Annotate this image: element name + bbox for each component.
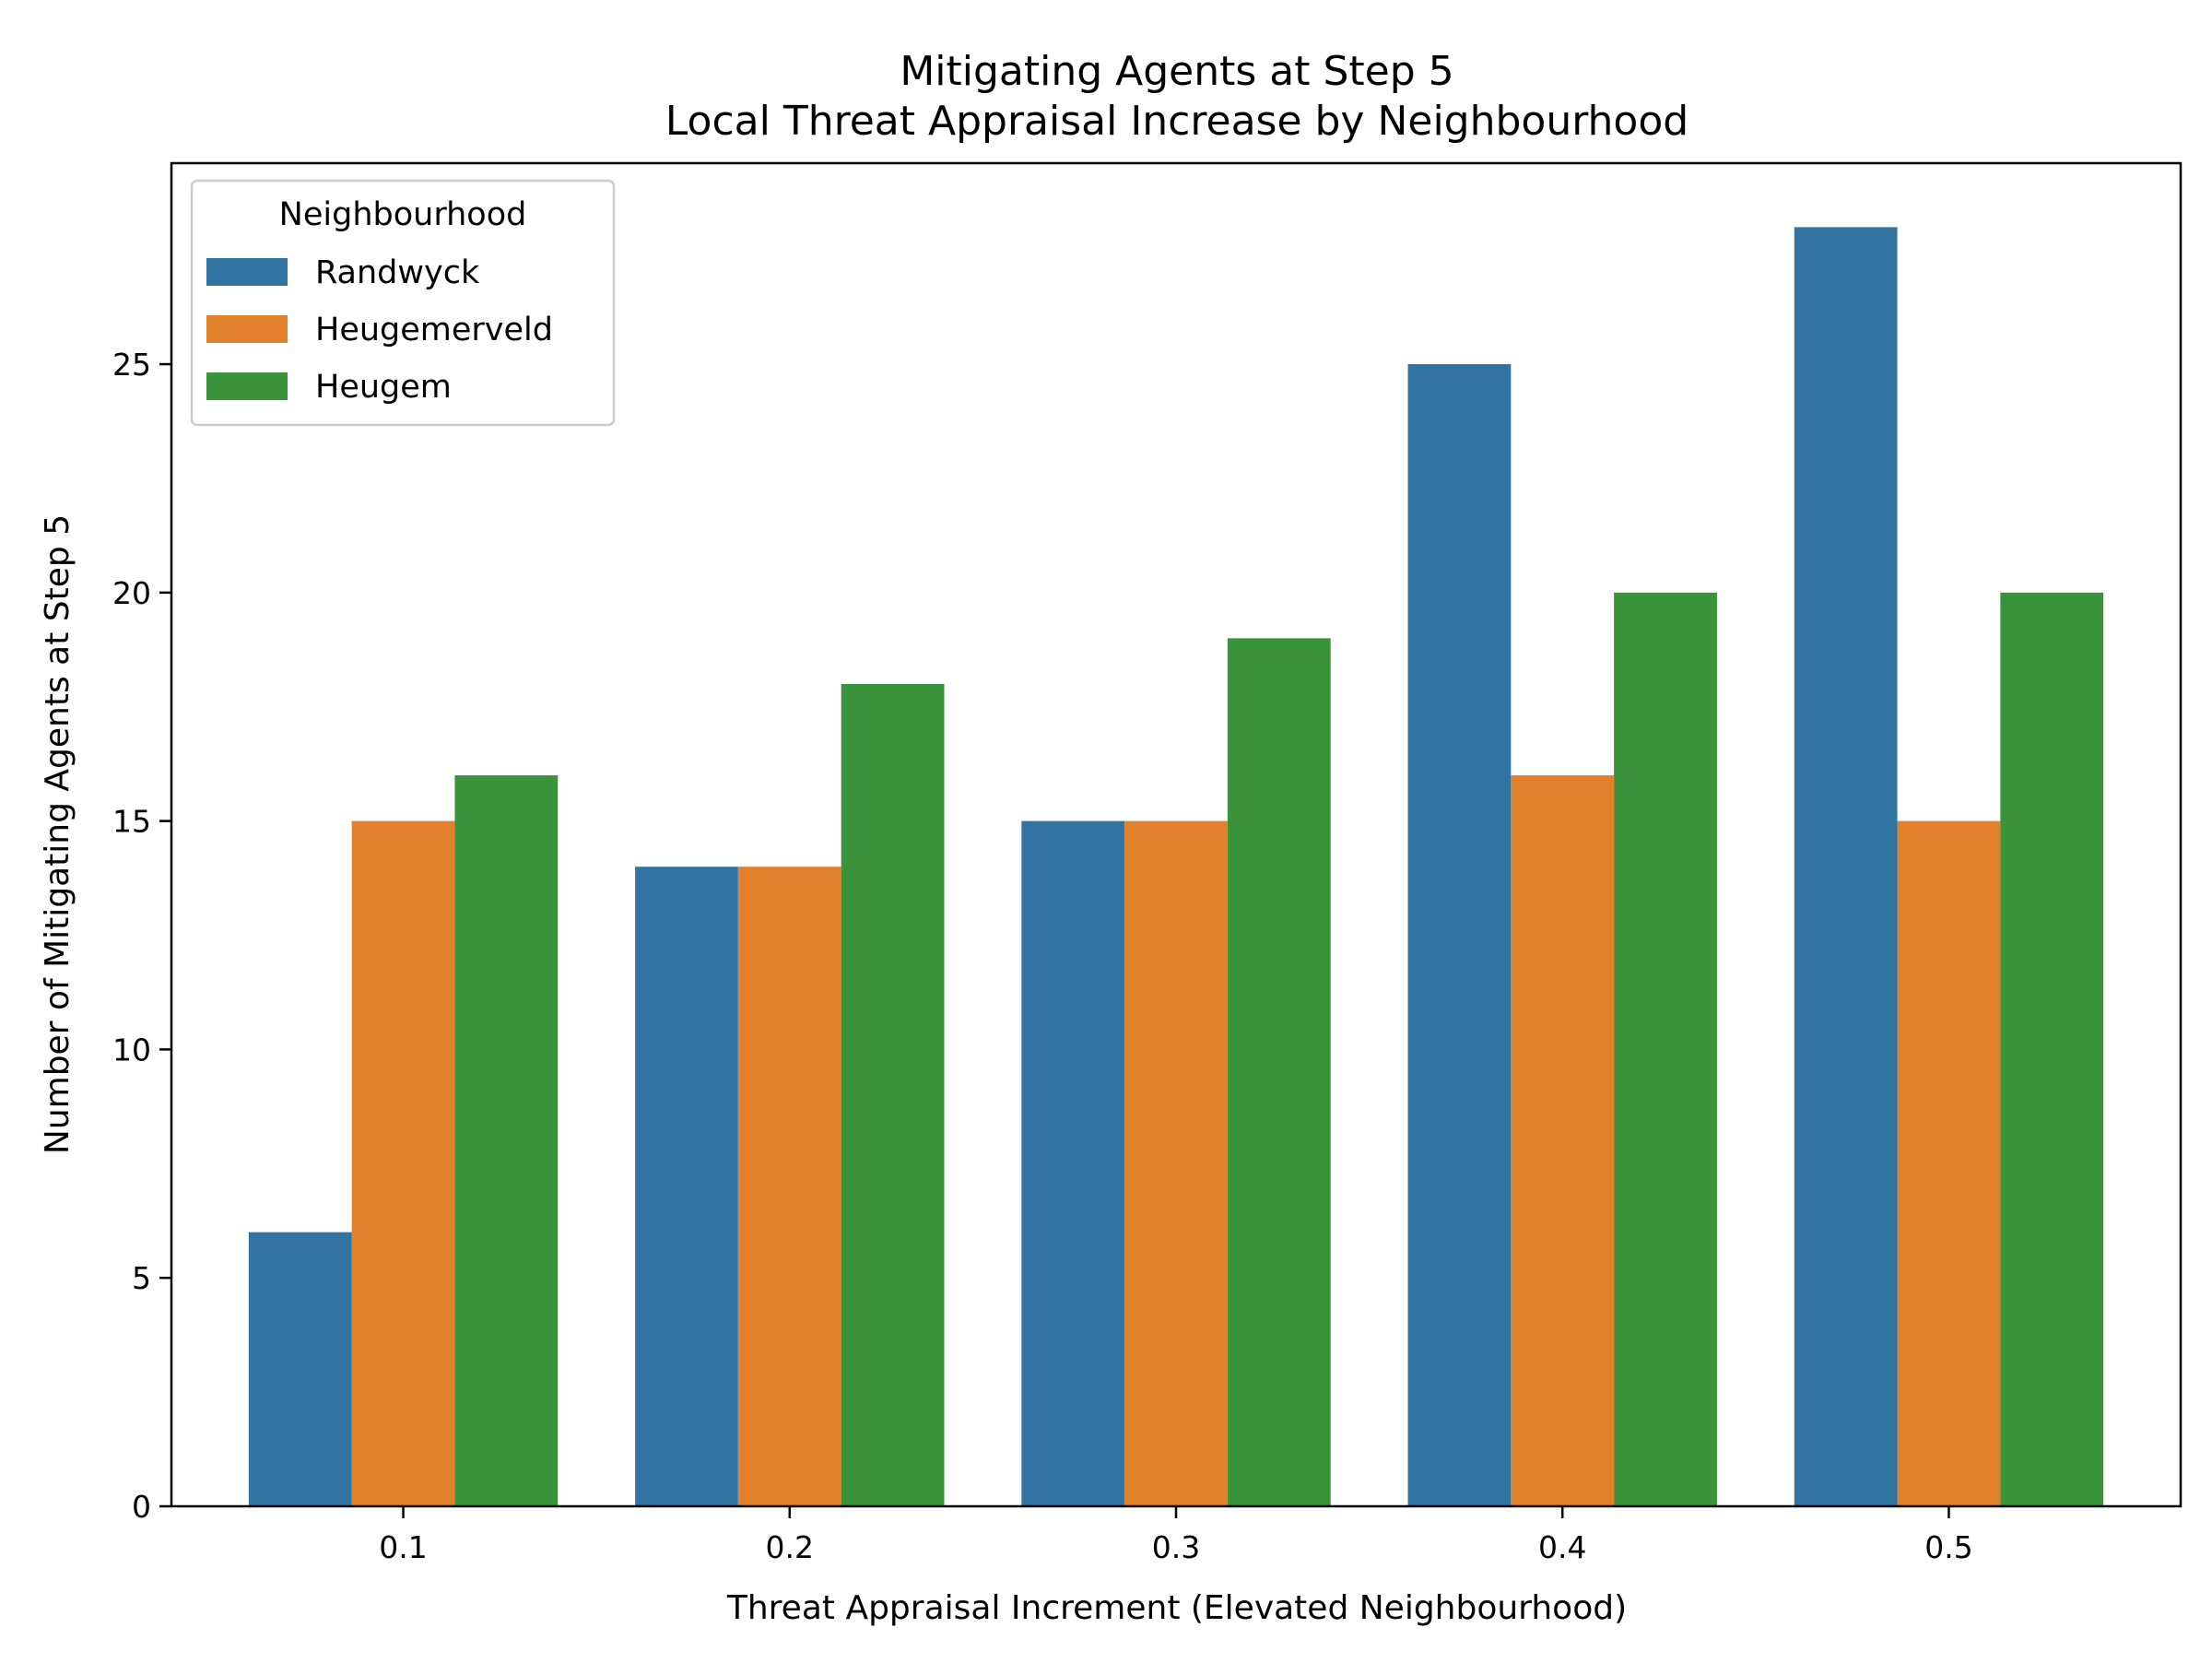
y-axis-ticks: 0 5 10 15 20 25 bbox=[112, 347, 171, 1525]
bar-randwyck-0.2 bbox=[635, 867, 738, 1506]
legend-box bbox=[190, 179, 616, 427]
bar-heugem-0.1 bbox=[454, 775, 559, 1506]
bar-randwyck-0.4 bbox=[1407, 364, 1512, 1506]
legend-swatch-randwyck bbox=[206, 258, 288, 286]
legend-label-heugem: Heugem bbox=[315, 369, 452, 406]
bar-randwyck-0.5 bbox=[1794, 227, 1898, 1506]
legend-swatch-heugemerveld bbox=[206, 315, 288, 343]
x-tick-label: 0.5 bbox=[1924, 1529, 1972, 1565]
bar-randwyck-0.1 bbox=[248, 1232, 352, 1506]
bar-randwyck-0.3 bbox=[1021, 820, 1125, 1506]
bar-heugemerveld-0.2 bbox=[737, 867, 841, 1506]
x-tick-label: 0.3 bbox=[1152, 1529, 1200, 1565]
legend-swatch-heugem bbox=[206, 372, 288, 400]
y-tick-label: 15 bbox=[112, 804, 151, 840]
x-tick-label: 0.2 bbox=[766, 1529, 814, 1565]
legend-title: Neighbourhood bbox=[279, 196, 527, 233]
legend: Neighbourhood Randwyck Heugemerveld Heugem bbox=[190, 179, 616, 427]
bar-heugem-0.3 bbox=[1227, 638, 1331, 1506]
legend-items: Randwyck Heugemerveld Heugem bbox=[206, 254, 553, 406]
bar-heugem-0.2 bbox=[841, 683, 945, 1506]
bar-heugemerveld-0.3 bbox=[1124, 820, 1228, 1506]
y-tick-label: 10 bbox=[112, 1032, 151, 1067]
legend-label-heugemerveld: Heugemerveld bbox=[315, 312, 553, 348]
chart-title: Mitigating Agents at Step 5 bbox=[900, 48, 1453, 95]
bar-heugemerveld-0.4 bbox=[1511, 775, 1615, 1506]
bar-heugem-0.5 bbox=[2000, 592, 2104, 1506]
bar-heugemerveld-0.1 bbox=[351, 820, 455, 1506]
y-tick-label: 25 bbox=[112, 347, 151, 383]
bar-heugemerveld-0.5 bbox=[1897, 820, 2001, 1506]
y-axis-label: Number of Mitigating Agents at Step 5 bbox=[39, 514, 76, 1154]
chart-subtitle: Local Threat Appraisal Increase by Neigh… bbox=[665, 98, 1688, 145]
x-axis-label: Threat Appraisal Increment (Elevated Nei… bbox=[726, 1589, 1627, 1627]
y-tick-label: 5 bbox=[132, 1260, 151, 1296]
y-tick-label: 20 bbox=[112, 575, 151, 611]
plot-frame bbox=[170, 161, 2183, 1508]
x-axis-ticks: 0.1 0.2 0.3 0.4 0.5 bbox=[379, 1506, 1973, 1565]
bars-layer bbox=[248, 227, 2104, 1506]
bar-heugem-0.4 bbox=[1614, 592, 1717, 1506]
x-tick-label: 0.4 bbox=[1538, 1529, 1586, 1565]
legend-label-randwyck: Randwyck bbox=[315, 254, 480, 291]
y-tick-label: 0 bbox=[132, 1489, 151, 1525]
x-tick-label: 0.1 bbox=[379, 1529, 427, 1565]
